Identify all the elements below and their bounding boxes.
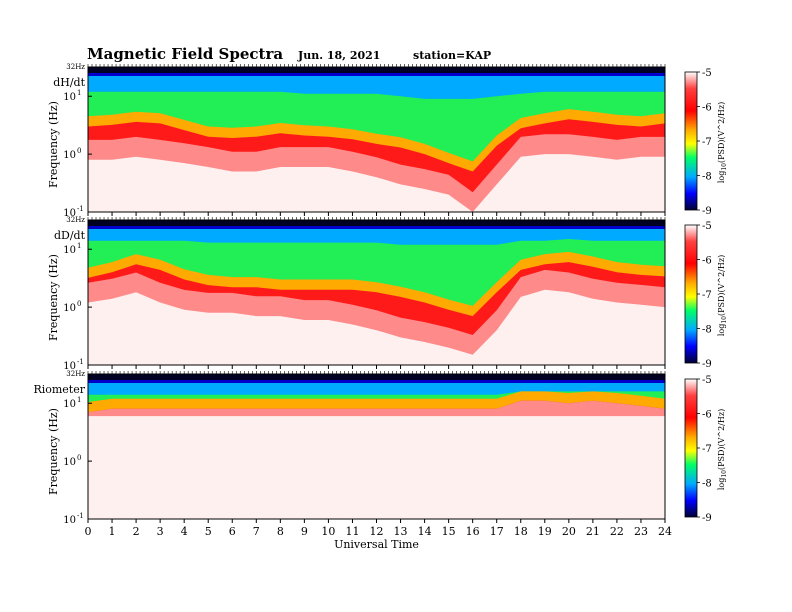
spectrogram-nyquist-band xyxy=(88,220,665,226)
y-tick-label: 10 xyxy=(63,208,76,219)
spectrogram-white-region xyxy=(88,154,665,212)
y-top-label: 32Hz xyxy=(66,63,85,71)
y-tick-exponent: 1 xyxy=(77,242,81,250)
x-tick-label: 12 xyxy=(370,525,384,538)
y-tick-label: 10 xyxy=(63,515,76,526)
x-tick-label: 5 xyxy=(205,525,212,538)
x-tick-label: 18 xyxy=(514,525,528,538)
x-tick-label: 19 xyxy=(538,525,552,538)
x-tick-label: 8 xyxy=(277,525,284,538)
y-axis-title: Frequency (Hz) xyxy=(47,101,60,188)
spectrogram-white-region xyxy=(88,289,665,365)
x-tick-label: 14 xyxy=(418,525,432,538)
x-tick-label: 6 xyxy=(229,525,236,538)
y-axis-title: Frequency (Hz) xyxy=(47,408,60,495)
y-tick-label: 10 xyxy=(63,361,76,372)
panel-label: dH/dt xyxy=(53,76,85,89)
colorbar xyxy=(684,71,698,211)
y-tick-exponent: -1 xyxy=(77,358,84,366)
spectrogram-white-region xyxy=(88,416,665,519)
x-tick-label: 20 xyxy=(562,525,576,538)
colorbar-label: log10(PSD)(V^2/Hz) xyxy=(717,255,728,336)
x-tick-label: 9 xyxy=(301,525,308,538)
figure-title: Magnetic Field Spectra xyxy=(87,45,284,63)
x-tick-label: 7 xyxy=(253,525,260,538)
y-tick-exponent: 0 xyxy=(77,147,81,155)
panel-label: dD/dt xyxy=(54,229,86,242)
figure-station: station=KAP xyxy=(413,49,492,62)
colorbar-label-rest: (PSD)(V^2/Hz) xyxy=(717,409,726,470)
panel-label: Riometer xyxy=(33,383,85,396)
y-tick-exponent: 1 xyxy=(77,396,81,404)
figure-date: Jun. 18, 2021 xyxy=(298,49,381,62)
y-tick-label: 10 xyxy=(63,457,76,468)
colorbar-tick-label: -5 xyxy=(702,68,712,79)
y-tick-label: 10 xyxy=(63,245,76,256)
y-tick-label: 10 xyxy=(63,92,76,103)
y-tick-label: 10 xyxy=(63,399,76,410)
colorbar-label: log10(PSD)(V^2/Hz) xyxy=(717,409,728,490)
y-tick-label: 10 xyxy=(63,150,76,161)
colorbar-tick-label: -9 xyxy=(702,359,712,370)
colorbar-label-sub: 10 xyxy=(721,163,728,171)
y-axis-title: Frequency (Hz) xyxy=(47,254,60,341)
y-top-label: 32Hz xyxy=(66,370,85,378)
y-tick-exponent: 1 xyxy=(77,89,81,97)
colorbar-tick-label: -6 xyxy=(702,410,712,421)
colorbar-tick-label: -5 xyxy=(702,221,712,232)
x-tick-label: 15 xyxy=(442,525,456,538)
y-top-label: 32Hz xyxy=(66,216,85,224)
x-tick-label: 23 xyxy=(634,525,648,538)
spectrogram-nyquist-band xyxy=(88,374,665,380)
colorbar-label-log: log xyxy=(717,324,726,337)
x-tick-label: 3 xyxy=(157,525,164,538)
y-tick-label: 10 xyxy=(63,303,76,314)
y-tick-exponent: -1 xyxy=(77,205,84,213)
x-axis-title: Universal Time xyxy=(334,538,419,551)
colorbar-tick-label: -6 xyxy=(702,103,712,114)
colorbar-label-rest: (PSD)(V^2/Hz) xyxy=(717,255,726,316)
x-tick-label: 24 xyxy=(658,525,672,538)
x-tick-label: 10 xyxy=(321,525,335,538)
colorbar-tick-label: -8 xyxy=(702,325,712,336)
colorbar-tick-label: -9 xyxy=(702,206,712,217)
colorbar xyxy=(684,378,698,518)
colorbar-tick-label: -8 xyxy=(702,172,712,183)
colorbar-tick-label: -7 xyxy=(702,137,712,148)
x-tick-label: 0 xyxy=(85,525,92,538)
y-tick-exponent: 0 xyxy=(77,300,81,308)
x-tick-label: 13 xyxy=(394,525,408,538)
colorbar-tick-label: -7 xyxy=(702,290,712,301)
colorbar-tick-label: -6 xyxy=(702,256,712,267)
y-tick-exponent: -1 xyxy=(77,512,84,520)
colorbar-label: log10(PSD)(V^2/Hz) xyxy=(717,102,728,183)
x-tick-label: 16 xyxy=(466,525,480,538)
colorbar xyxy=(684,224,698,364)
colorbar-label-log: log xyxy=(717,171,726,184)
spectrogram-nyquist-band xyxy=(88,67,665,73)
colorbar-tick-label: -7 xyxy=(702,444,712,455)
x-tick-label: 11 xyxy=(345,525,359,538)
colorbar-tick-label: -8 xyxy=(702,479,712,490)
colorbar-label-rest: (PSD)(V^2/Hz) xyxy=(717,102,726,163)
y-tick-exponent: 0 xyxy=(77,454,81,462)
colorbar-tick-label: -5 xyxy=(702,375,712,386)
colorbar-label-sub: 10 xyxy=(721,316,728,324)
x-tick-label: 21 xyxy=(586,525,600,538)
x-tick-label: 2 xyxy=(133,525,140,538)
colorbar-label-sub: 10 xyxy=(721,470,728,478)
x-tick-label: 22 xyxy=(610,525,624,538)
x-tick-label: 17 xyxy=(490,525,504,538)
x-tick-label: 1 xyxy=(109,525,116,538)
colorbar-label-log: log xyxy=(717,478,726,491)
colorbar-tick-label: -9 xyxy=(702,513,712,524)
x-tick-label: 4 xyxy=(181,525,188,538)
